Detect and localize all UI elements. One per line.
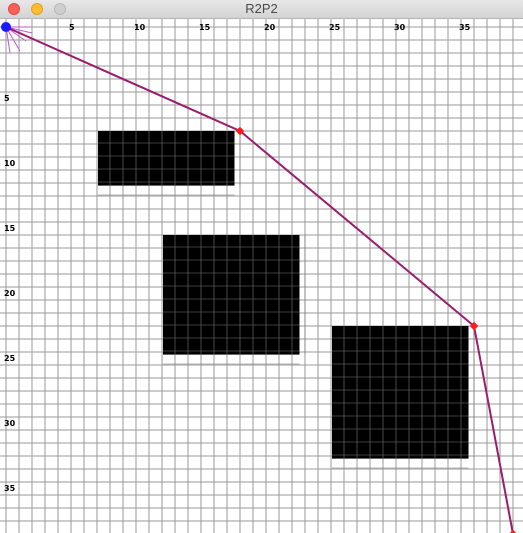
window-title: R2P2 [245, 1, 278, 16]
obstacle-block [98, 131, 235, 186]
x-tick-label: 15 [199, 23, 211, 32]
x-tick-label: 20 [264, 23, 276, 32]
y-tick-label: 20 [4, 289, 16, 298]
robot-marker[interactable] [1, 22, 11, 32]
y-tick-label: 30 [4, 419, 16, 428]
grid-map[interactable]: 5 10 15 20 25 30 35 5 10 15 20 25 30 35 [0, 19, 523, 533]
window-titlebar: R2P2 [0, 0, 523, 19]
obstacle-block [332, 326, 469, 459]
y-tick-label: 25 [4, 354, 16, 363]
close-window-button[interactable] [8, 3, 20, 15]
y-tick-label: 10 [4, 159, 16, 168]
y-tick-label: 15 [4, 224, 16, 233]
map-canvas[interactable]: 5 10 15 20 25 30 35 5 10 15 20 25 30 35 [0, 19, 523, 533]
zoom-window-button[interactable] [54, 3, 66, 15]
planned-path [5, 26, 514, 533]
x-tick-label: 35 [459, 23, 471, 32]
x-tick-label: 25 [329, 23, 341, 32]
waypoint-marker[interactable] [469, 321, 479, 331]
obstacle-block [163, 235, 300, 355]
y-tick-label: 5 [4, 94, 10, 103]
y-tick-label: 35 [4, 484, 16, 493]
waypoint-marker[interactable] [235, 126, 245, 136]
x-tick-label: 10 [134, 23, 146, 32]
minimize-window-button[interactable] [31, 3, 43, 15]
x-tick-label: 5 [69, 23, 75, 32]
x-tick-label: 30 [394, 23, 406, 32]
